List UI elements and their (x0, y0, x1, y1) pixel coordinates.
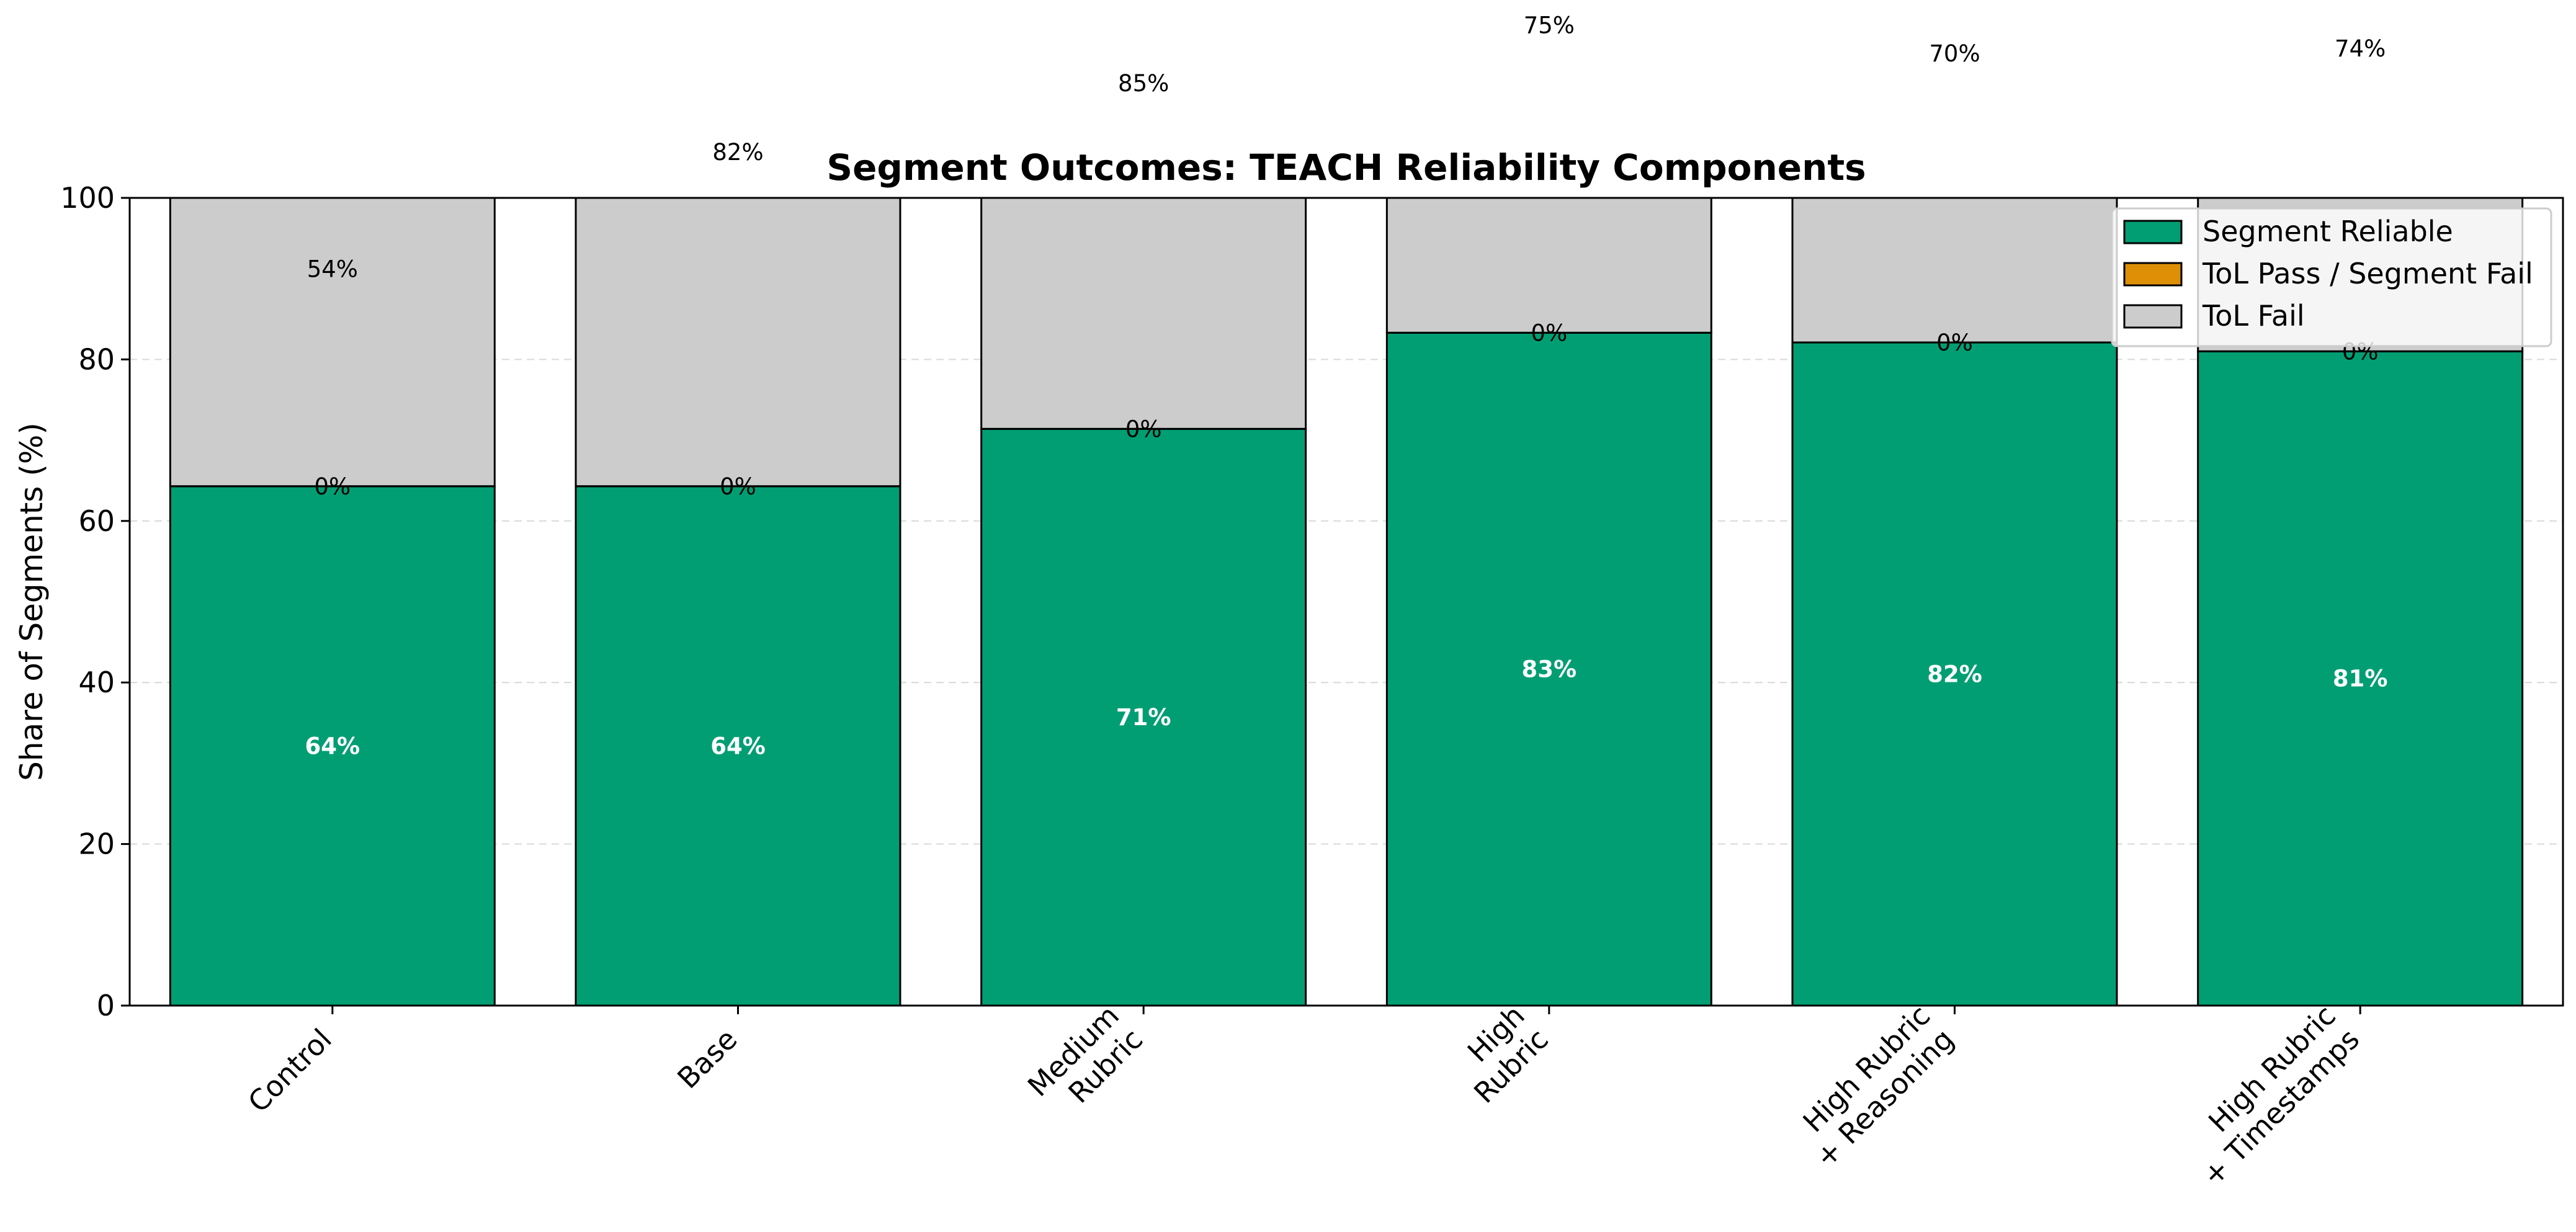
x-tick-label: High Rubric+ Timestamps (2196, 999, 2366, 1192)
bar-segment (575, 197, 901, 488)
data-label-reliable: 82% (1927, 661, 1982, 688)
data-label-tol-fail: 54% (307, 256, 358, 283)
bar-segment (2197, 350, 2524, 1007)
y-axis-title: Share of Segments (%) (14, 422, 50, 781)
data-label-tol-pass: 0% (314, 473, 351, 500)
legend-box (2111, 207, 2552, 347)
data-label-tol-fail: 85% (1118, 70, 1169, 97)
data-label-tol-fail: 75% (1524, 12, 1575, 38)
y-tick-label: 100 (60, 181, 115, 215)
y-tick-label: 20 (78, 828, 115, 861)
data-label-tol-pass: 0% (1125, 416, 1162, 442)
y-tick-label: 80 (78, 342, 115, 376)
bars (169, 197, 2524, 1007)
bar-segment (169, 197, 496, 488)
bar-segment (1385, 331, 1712, 1007)
data-label-reliable: 71% (1116, 704, 1171, 731)
data-label-reliable: 81% (2333, 666, 2388, 692)
y-tick-label: 60 (78, 504, 115, 538)
data-label-tol-pass: 0% (1936, 329, 1973, 356)
data-label-reliable: 64% (305, 733, 360, 759)
legend-label: Segment Reliable (2203, 215, 2453, 248)
bar-segment (980, 427, 1307, 1007)
data-label-tol-pass: 0% (1531, 319, 1567, 346)
legend-swatch (2123, 304, 2183, 329)
bar-segment (980, 197, 1307, 430)
segment-boundaries (170, 331, 2523, 488)
data-label-tol-fail: 70% (1929, 40, 1980, 67)
x-tick-label-line: Base (671, 1022, 743, 1095)
y-tick-label: 0 (97, 989, 115, 1022)
legend-swatch (2123, 220, 2183, 244)
y-axis: 0 20 40 60 80 100 (60, 181, 130, 1022)
data-label-tol-fail: 82% (712, 139, 763, 166)
data-label-tol-fail: 74% (2335, 35, 2386, 62)
bar-segment (1385, 197, 1712, 334)
bar-segment (1791, 341, 2118, 1007)
bar-segment (575, 485, 901, 1007)
data-label-tol-pass: 0% (720, 473, 756, 500)
plot-frame (128, 197, 2564, 1007)
data-label-reliable: 64% (710, 733, 766, 759)
data-label-reliable: 83% (1522, 656, 1577, 683)
legend-swatch (2123, 262, 2183, 287)
legend-label: ToL Fail (2202, 299, 2305, 333)
x-tick-label: Base (671, 1022, 743, 1095)
y-tick-label: 40 (78, 666, 115, 699)
legend: Segment Reliable ToL Pass / Segment Fail T… (2111, 207, 2552, 347)
bar-segment (1791, 197, 2118, 344)
chart-title: Segment Outcomes: TEACH Reliability Comp… (826, 146, 1866, 189)
x-tick-label: Control (241, 1022, 338, 1119)
legend-label: ToL Pass / Segment Fail (2202, 257, 2533, 290)
bar-segment (169, 485, 496, 1007)
x-tick-label: High Rubric+ Reasoning (1796, 999, 1960, 1174)
x-tick-label-line: Control (241, 1022, 338, 1119)
